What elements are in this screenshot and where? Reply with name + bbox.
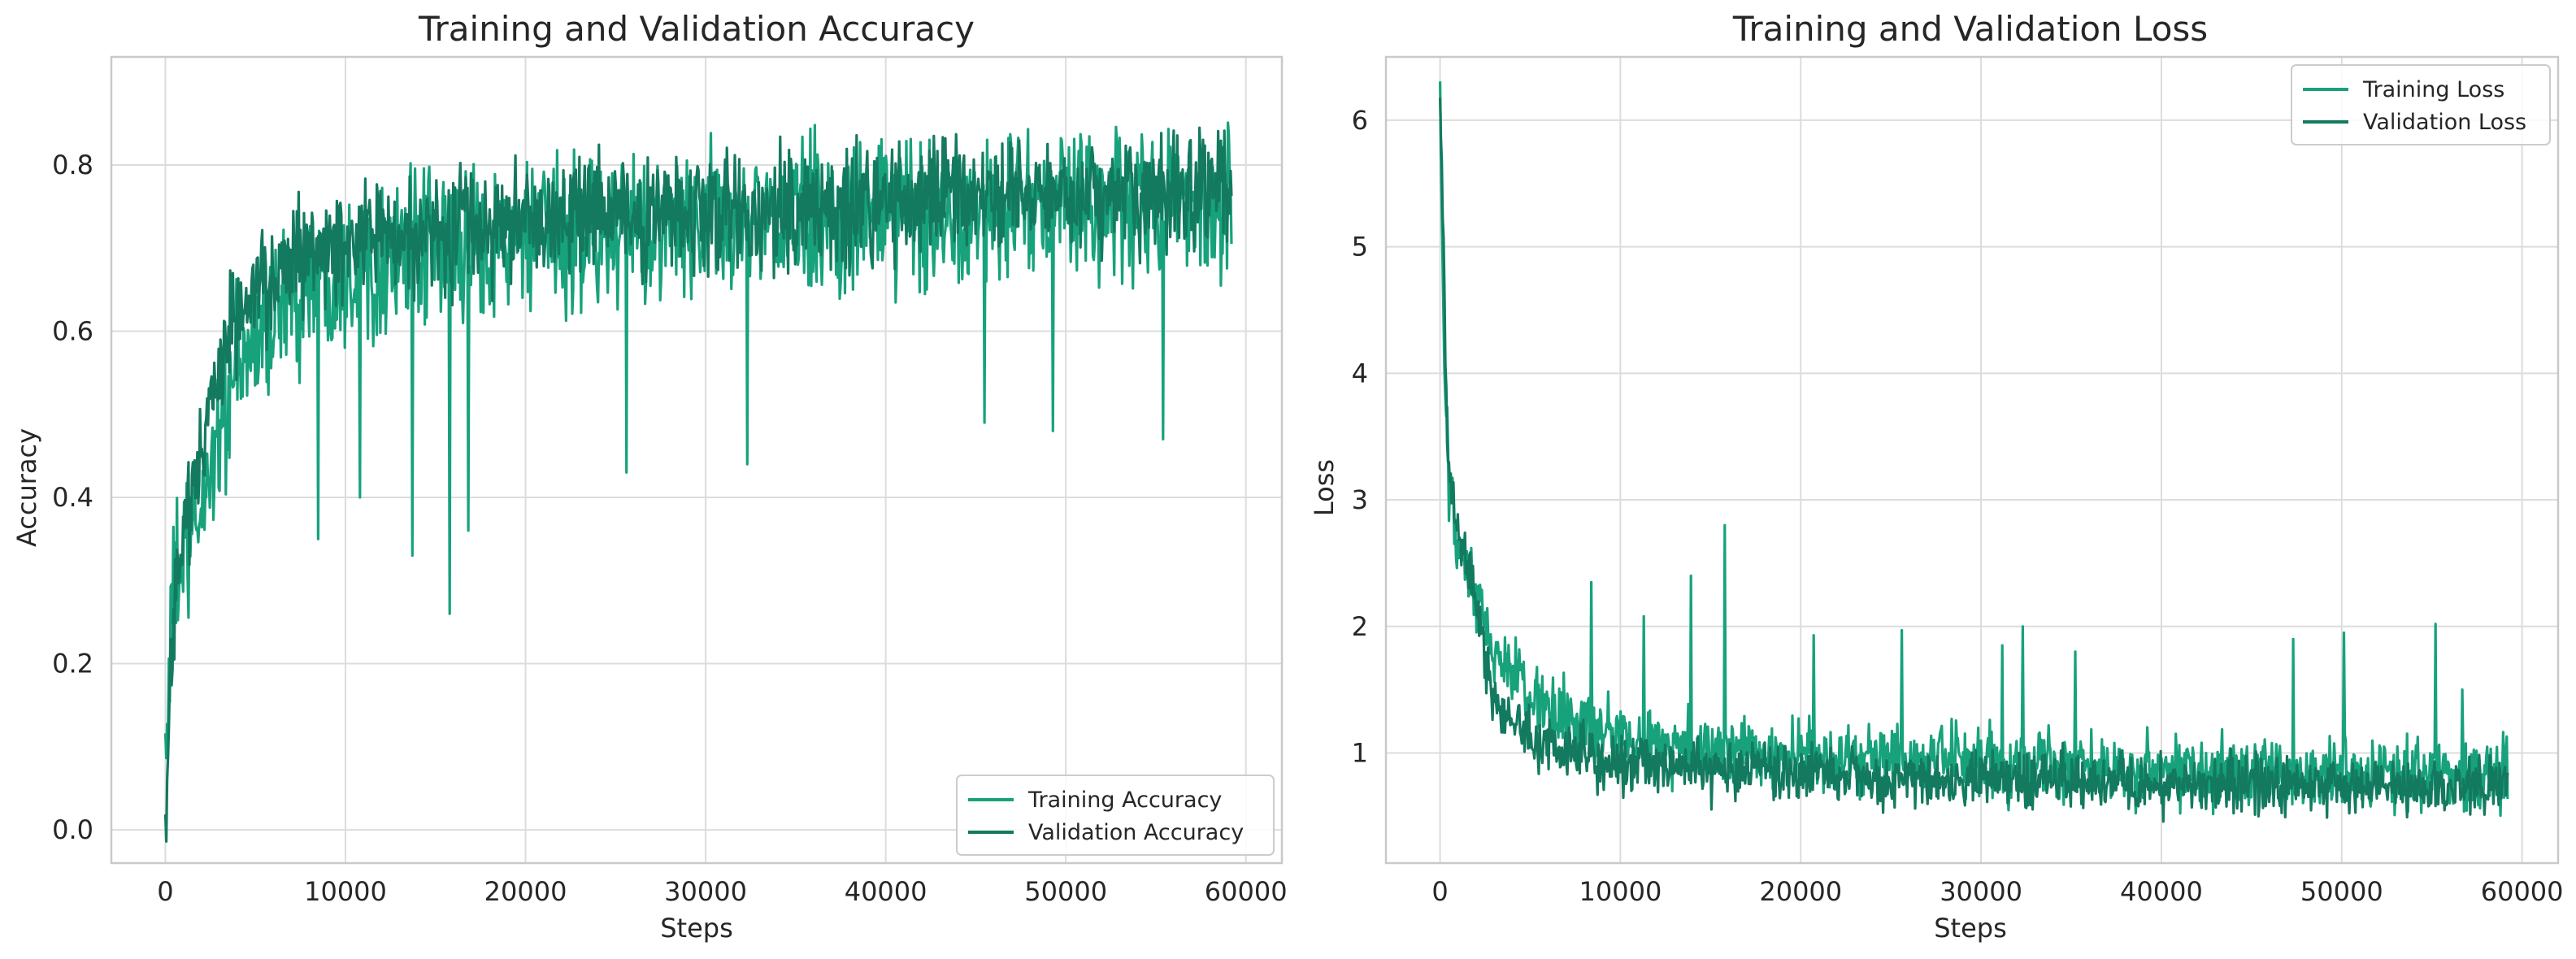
chart-title: Training and Validation Loss bbox=[1732, 9, 2208, 49]
y-tick-label: 6 bbox=[1352, 105, 1368, 136]
y-tick-label: 2 bbox=[1352, 611, 1368, 642]
plot-frame bbox=[1384, 55, 2560, 865]
x-tick-label: 10000 bbox=[304, 876, 387, 907]
x-axis-label: Steps bbox=[660, 913, 733, 944]
x-axis-label: Steps bbox=[1934, 913, 2007, 944]
legend-label: Validation Loss bbox=[2363, 110, 2526, 135]
series-line-validation-accuracy bbox=[163, 126, 1233, 843]
x-tick-label: 40000 bbox=[845, 876, 927, 907]
legend-label: Validation Accuracy bbox=[1028, 820, 1244, 845]
y-tick-label: 0.6 bbox=[52, 315, 93, 346]
accuracy-chart: Training and Validation Accuracy Steps A… bbox=[11, 9, 1288, 944]
legend: Training Accuracy Validation Accuracy bbox=[956, 775, 1275, 856]
x-tick-label: 30000 bbox=[664, 876, 747, 907]
x-tick-label: 20000 bbox=[1759, 876, 1842, 907]
x-tick-label: 20000 bbox=[484, 876, 567, 907]
y-tick-label: 0.0 bbox=[52, 814, 93, 845]
series-line-validation-loss bbox=[1439, 98, 2509, 823]
x-tick-label: 40000 bbox=[2120, 876, 2203, 907]
y-tick-label: 1 bbox=[1352, 738, 1368, 769]
x-tick-label: 60000 bbox=[2481, 876, 2564, 907]
x-tick-label: 50000 bbox=[1024, 876, 1107, 907]
x-tick-label: 30000 bbox=[1940, 876, 2022, 907]
legend-label: Training Accuracy bbox=[1027, 788, 1222, 813]
loss-chart: Training and Validation Loss Steps Loss … bbox=[1309, 9, 2564, 944]
y-axis-label: Loss bbox=[1309, 459, 1340, 516]
x-tick-label: 10000 bbox=[1579, 876, 1662, 907]
x-tick-label: 0 bbox=[157, 876, 173, 907]
x-tick-label: 60000 bbox=[1205, 876, 1288, 907]
legend-label: Training Loss bbox=[2362, 77, 2504, 102]
plot-frame bbox=[110, 55, 1284, 865]
y-tick-label: 5 bbox=[1352, 232, 1368, 263]
y-tick-label: 0.8 bbox=[52, 150, 93, 180]
y-tick-label: 0.4 bbox=[52, 482, 93, 513]
x-tick-label: 0 bbox=[1431, 876, 1448, 907]
x-tick-label: 50000 bbox=[2300, 876, 2383, 907]
y-tick-label: 0.2 bbox=[52, 649, 93, 679]
y-axis-label: Accuracy bbox=[11, 428, 42, 547]
y-tick-label: 3 bbox=[1352, 484, 1368, 515]
series-line-training-loss bbox=[1439, 81, 2509, 818]
y-tick-label: 4 bbox=[1352, 358, 1368, 388]
chart-title: Training and Validation Accuracy bbox=[418, 9, 975, 49]
legend: Training Loss Validation Loss bbox=[2291, 64, 2551, 145]
